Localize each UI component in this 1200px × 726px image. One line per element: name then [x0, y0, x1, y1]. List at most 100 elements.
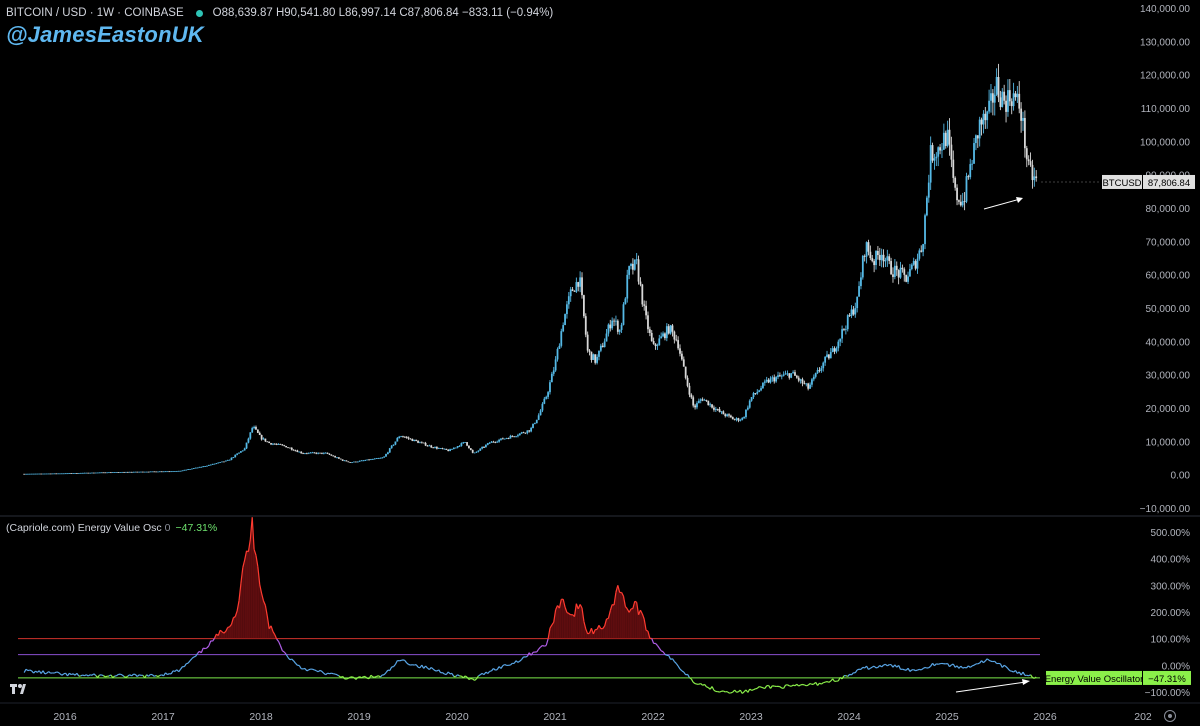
candle-body	[268, 441, 271, 444]
candle-body	[837, 341, 840, 349]
candle-body	[835, 348, 838, 352]
osc-line-segment	[278, 641, 282, 646]
osc-line-segment	[604, 618, 608, 627]
osc-line-segment	[23, 668, 27, 673]
candle-body	[714, 409, 717, 410]
oscillator-name: (Capriole.com) Energy Value Osc	[6, 522, 162, 534]
candle-body	[187, 469, 190, 471]
candle-body	[1033, 176, 1036, 181]
candle-body	[758, 390, 761, 392]
candles	[23, 63, 1038, 475]
osc-line-segment	[274, 634, 278, 640]
osc-line-segment	[1032, 676, 1035, 679]
candle-body	[198, 466, 201, 468]
price-tick-label: 50,000.00	[1146, 304, 1191, 315]
candle-body	[667, 326, 670, 334]
candle-body	[494, 442, 497, 443]
candle-body	[592, 354, 595, 360]
candle-body	[526, 430, 529, 434]
osc-line-segment	[849, 673, 852, 676]
osc-line-segment	[315, 670, 319, 673]
candle-body	[918, 250, 921, 259]
candle-body	[718, 409, 721, 412]
osc-line-segment	[183, 663, 187, 667]
osc-line-segment	[502, 663, 506, 667]
osc-line-segment	[54, 671, 57, 674]
osc-line-segment	[790, 684, 794, 687]
candle-body	[488, 442, 491, 444]
candle-body	[484, 444, 487, 448]
osc-line-segment	[97, 674, 101, 678]
candle-body	[792, 372, 794, 374]
candle-body	[850, 309, 853, 316]
osc-line-segment	[753, 688, 756, 691]
candle-body	[85, 472, 88, 474]
price-tag-value-bg	[1143, 174, 1195, 189]
candle-body	[839, 338, 842, 342]
candle-body	[183, 469, 186, 471]
candle-body	[522, 432, 525, 434]
candle-body	[854, 308, 857, 315]
osc-line-segment	[346, 677, 349, 680]
osc-line-segment	[637, 609, 641, 615]
candle-body	[223, 461, 225, 463]
candle-body	[475, 451, 478, 453]
candle-body	[607, 324, 610, 334]
candle-body	[1031, 164, 1034, 181]
candle-body	[486, 443, 489, 445]
candle-body	[266, 441, 269, 443]
candle-body	[558, 345, 561, 350]
candle-body	[1014, 93, 1017, 98]
tradingview-logo-icon[interactable]	[9, 681, 31, 697]
candle-body	[735, 418, 738, 420]
candle-body	[202, 466, 205, 468]
candle-body	[694, 405, 696, 408]
osc-line-segment	[200, 647, 204, 653]
candle-body	[922, 244, 925, 252]
osc-line-segment	[29, 669, 32, 672]
symbol-title[interactable]: BITCOIN / USD · 1W · COINBASE	[6, 7, 184, 19]
osc-line-segment	[675, 663, 679, 667]
candle-body	[74, 473, 76, 474]
osc-line-segment	[817, 682, 820, 686]
candle-body	[181, 470, 184, 472]
osc-line-segment	[694, 683, 698, 685]
osc-line-segment	[389, 666, 393, 671]
osc-line-segment	[167, 673, 170, 676]
candle-body	[456, 446, 459, 448]
candle-body	[501, 438, 504, 440]
osc-line-segment	[151, 674, 155, 677]
settings-gear-icon[interactable]	[1164, 710, 1176, 722]
osc-line-segment	[647, 631, 651, 639]
osc-line-segment	[602, 625, 606, 629]
candle-body	[79, 472, 82, 474]
candle-body	[419, 442, 421, 444]
osc-line-segment	[798, 684, 801, 687]
osc-line-segment	[1011, 670, 1014, 673]
candle-body	[302, 453, 304, 455]
price-tag-value: 87,806.84	[1148, 178, 1190, 189]
candle-body	[577, 282, 580, 287]
candle-body	[57, 473, 59, 475]
candle-body	[1001, 91, 1004, 107]
osc-line-segment	[664, 653, 668, 656]
candle-body	[969, 164, 972, 178]
candle-body	[64, 473, 67, 475]
candle-body	[189, 469, 191, 470]
candle-body	[901, 267, 904, 270]
osc-line-segment	[868, 667, 871, 670]
osc-line-segment	[213, 633, 217, 639]
candle-body	[241, 450, 244, 452]
candle-body	[36, 473, 39, 475]
osc-line-segment	[76, 672, 80, 677]
osc-fill-segment	[636, 602, 639, 639]
osc-line-segment	[558, 599, 562, 609]
candle-body	[264, 438, 267, 442]
candle-body	[844, 329, 847, 330]
oscillator-header[interactable]: (Capriole.com) Energy Value Osc 0 −47.31%	[6, 522, 217, 534]
candle-body	[49, 473, 52, 475]
candle-body	[752, 393, 755, 398]
osc-fill-segment	[563, 599, 566, 639]
candle-body	[321, 452, 323, 454]
